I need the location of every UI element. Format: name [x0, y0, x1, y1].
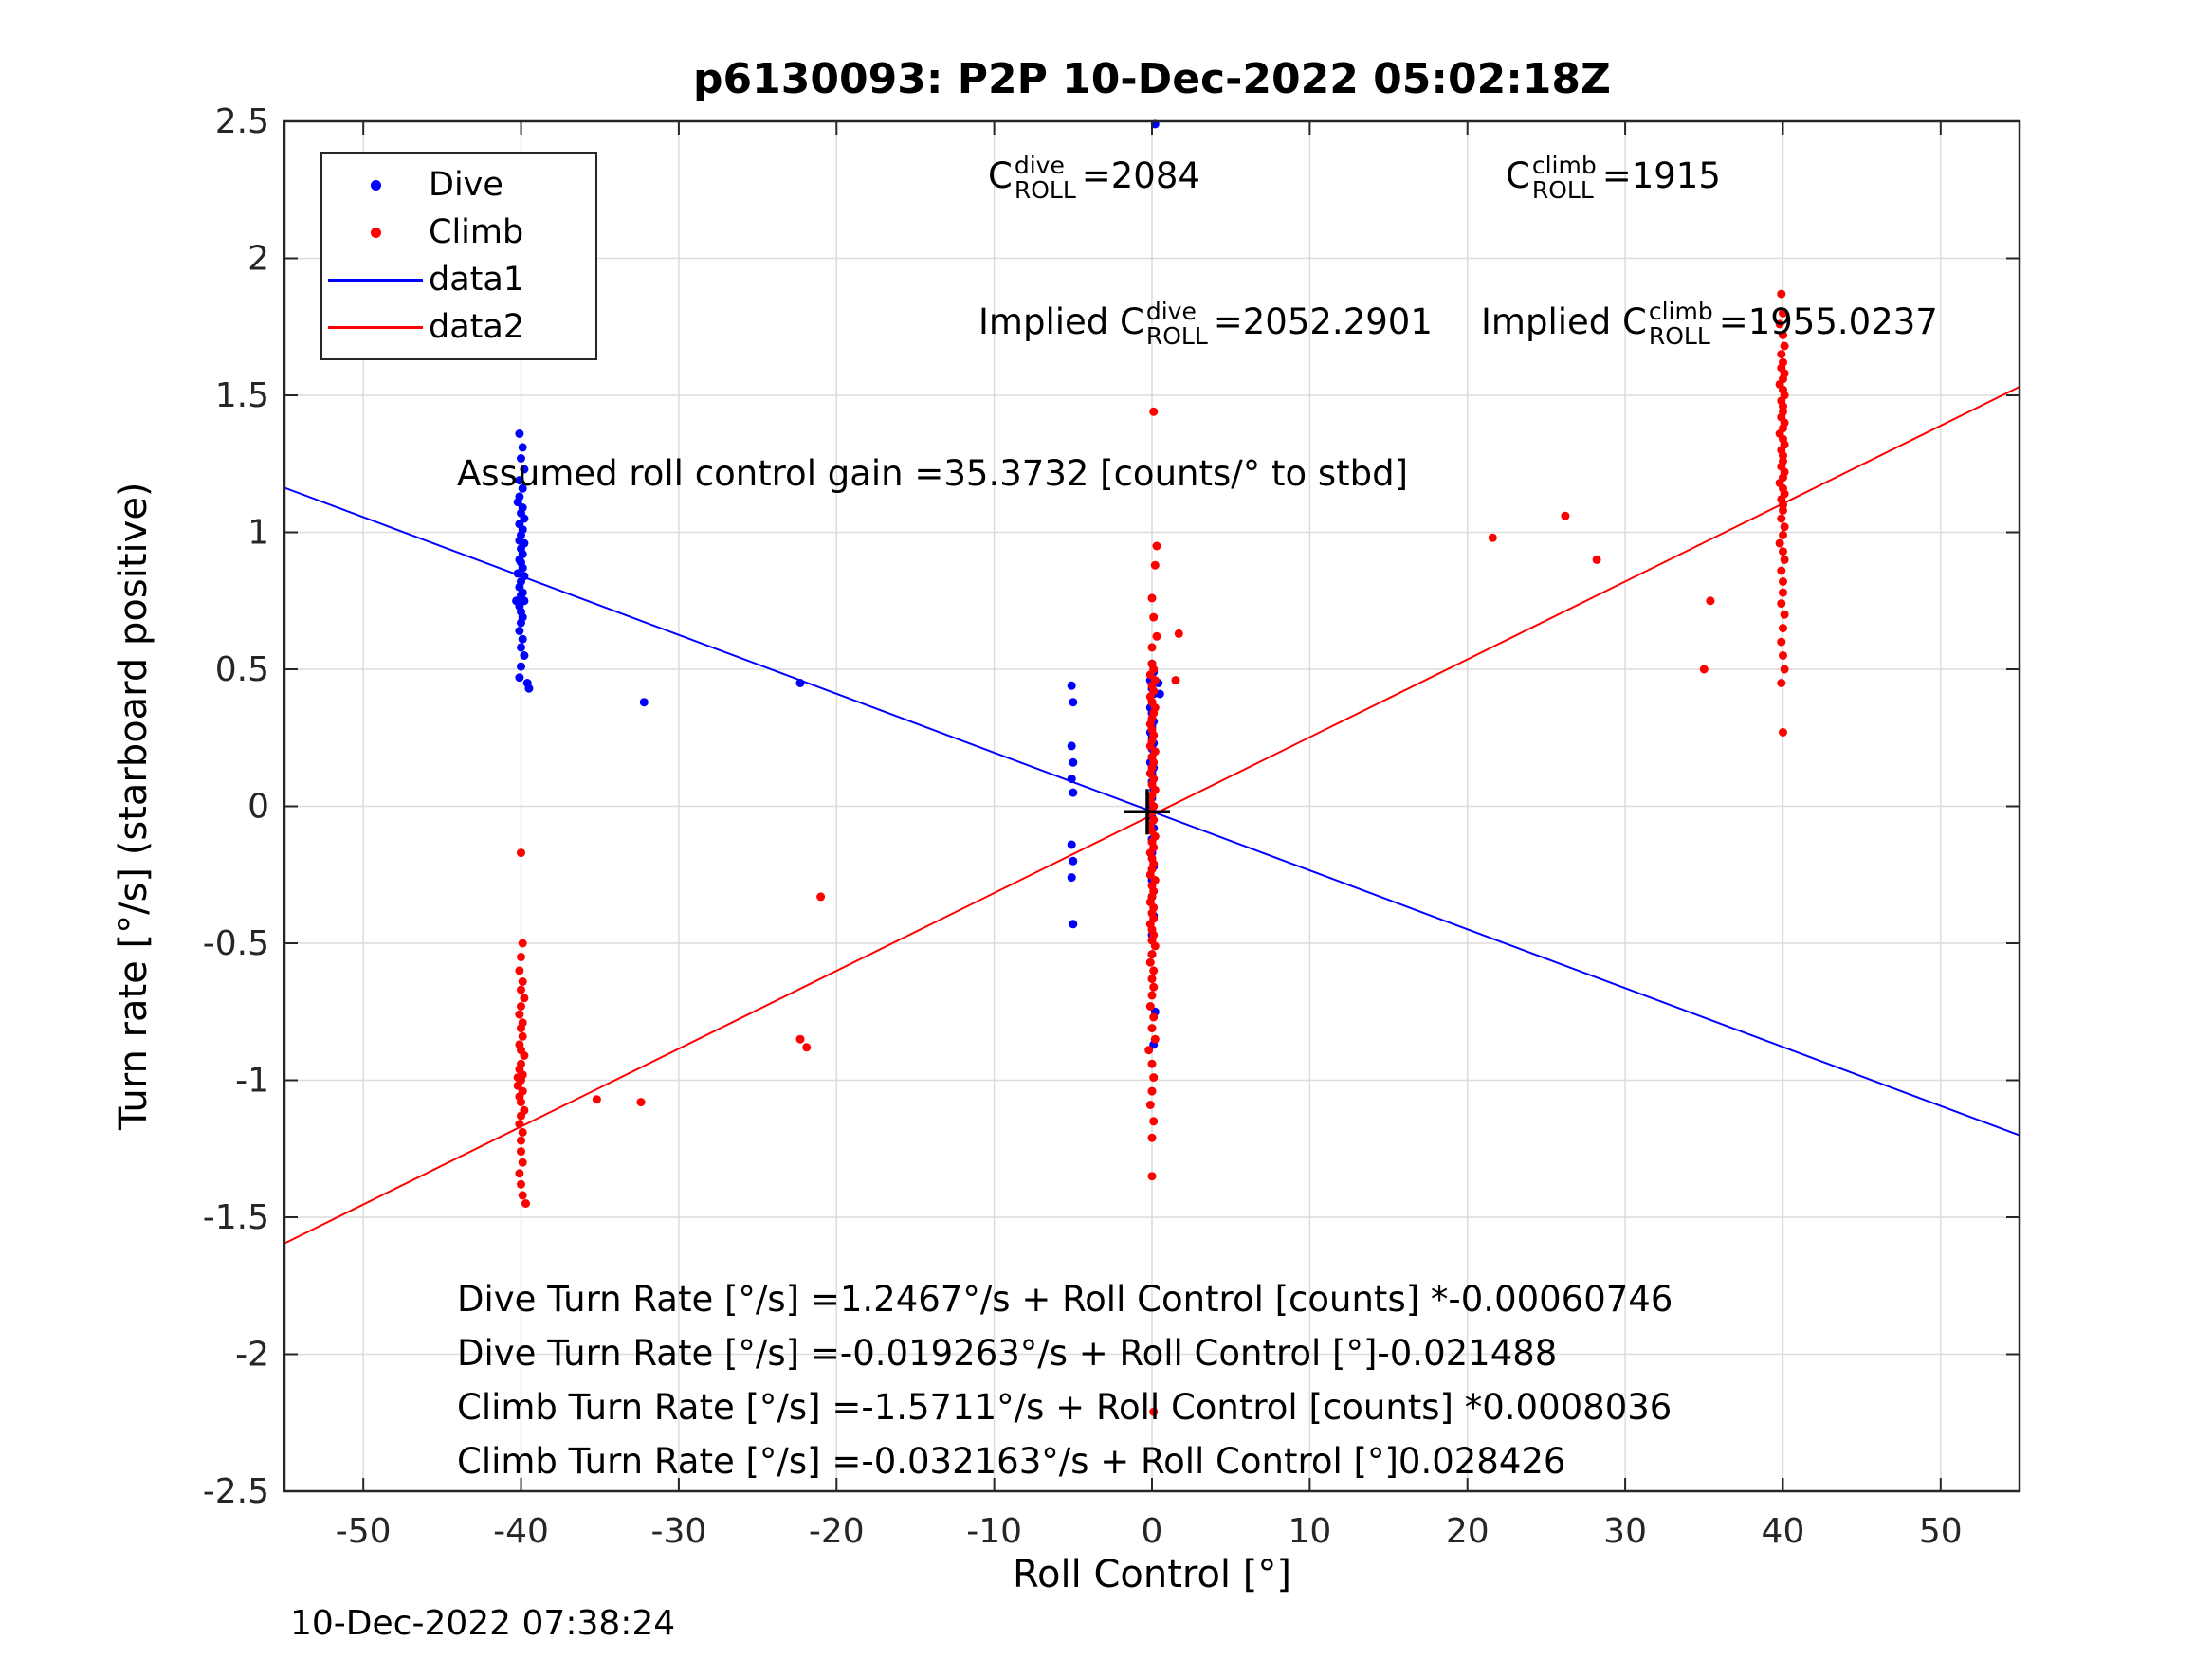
legend-entry-data1: data1: [322, 256, 595, 303]
legend: Dive Climb data1 data2: [320, 152, 597, 360]
c-climb-sup: climb: [1531, 152, 1597, 179]
dive-dot-icon: [370, 179, 381, 191]
implied-dive-value: =2052.2901: [1213, 301, 1433, 342]
c-climb-prefix: C: [1506, 155, 1530, 196]
implied-dive-sup: dive: [1145, 298, 1197, 325]
svg-text:10: 10: [1288, 1512, 1331, 1551]
svg-text:-20: -20: [809, 1512, 865, 1551]
c-dive-sub: ROLL: [1014, 175, 1076, 204]
fit-line-data2: [283, 386, 2020, 1245]
svg-text:2: 2: [247, 240, 269, 279]
implied-climb-sub: ROLL: [1648, 321, 1710, 350]
implied-climb-prefix: Implied C: [1481, 301, 1647, 342]
svg-text:2.5: 2.5: [215, 102, 269, 141]
svg-text:-1.5: -1.5: [203, 1198, 269, 1237]
implied-climb-value: =1955.0237: [1718, 301, 1938, 342]
svg-text:-10: -10: [966, 1512, 1022, 1551]
c-climb-sub: ROLL: [1531, 175, 1594, 204]
x-axis-label: Roll Control [°]: [1013, 1553, 1291, 1596]
data2-line-icon: [328, 325, 423, 329]
data1-line-icon: [328, 278, 423, 282]
svg-text:-0.5: -0.5: [203, 924, 269, 963]
x-tick-labels: -50 -40 -30 -20 -10 0 10 20 30 40 50: [336, 1512, 1963, 1551]
c-climb-value: =1915: [1601, 155, 1721, 196]
c-climb-supsub: climb ROLL: [1532, 154, 1597, 202]
scatter-dive: [512, 119, 1164, 1049]
c-dive-sup: dive: [1014, 152, 1065, 179]
svg-text:-40: -40: [493, 1512, 549, 1551]
implied-dive-prefix: Implied C: [978, 301, 1144, 342]
legend-label-dive: Dive: [429, 166, 503, 204]
equation-dive-degrees: Dive Turn Rate [°/s] =-0.019263°/s + Rol…: [457, 1333, 1558, 1374]
legend-label-data2: data2: [429, 308, 525, 346]
implied-dive-supsub: dive ROLL: [1146, 300, 1208, 348]
svg-text:1: 1: [247, 514, 269, 553]
data1-marker: [322, 278, 429, 282]
origin-plus-marker: [1124, 789, 1171, 835]
svg-text:0.5: 0.5: [215, 650, 269, 689]
equation-dive-counts: Dive Turn Rate [°/s] =1.2467°/s + Roll C…: [457, 1279, 1673, 1320]
svg-text:40: 40: [1762, 1512, 1805, 1551]
page-title: p6130093: P2P 10-Dec-2022 05:02:18Z: [693, 55, 1611, 103]
legend-label-climb: Climb: [429, 213, 524, 251]
scatter-climb: [513, 289, 1789, 1416]
svg-text:1.5: 1.5: [215, 376, 269, 415]
c-dive-prefix: C: [988, 155, 1013, 196]
annotation-gain: Assumed roll control gain =35.3732 [coun…: [457, 453, 1409, 494]
dive-marker: [322, 179, 429, 191]
climb-dot-icon: [370, 227, 381, 238]
y-tick-labels: -2.5 -2 -1.5 -1 -0.5 0 0.5 1 1.5 2 2.5: [203, 102, 269, 1511]
c-dive-supsub: dive ROLL: [1015, 154, 1076, 202]
climb-marker: [322, 227, 429, 238]
equation-climb-counts: Climb Turn Rate [°/s] =-1.5711°/s + Roll…: [457, 1387, 1673, 1428]
svg-text:-1: -1: [235, 1062, 269, 1101]
svg-text:20: 20: [1446, 1512, 1490, 1551]
legend-label-data1: data1: [429, 261, 525, 299]
y-axis-label: Turn rate [°/s] (starboard positive): [112, 482, 155, 1131]
equation-climb-degrees: Climb Turn Rate [°/s] =-0.032163°/s + Ro…: [457, 1441, 1566, 1482]
footer-timestamp: 10-Dec-2022 07:38:24: [290, 1604, 676, 1643]
legend-entry-data2: data2: [322, 303, 595, 351]
svg-text:-50: -50: [336, 1512, 392, 1551]
svg-text:0: 0: [247, 788, 269, 827]
fit-equations: Dive Turn Rate [°/s] =1.2467°/s + Roll C…: [457, 1272, 1673, 1488]
implied-dive-sub: ROLL: [1145, 321, 1208, 350]
tick-marks: [284, 120, 2020, 1492]
svg-text:30: 30: [1603, 1512, 1647, 1551]
legend-entry-climb: Climb: [322, 209, 595, 256]
svg-text:-2: -2: [235, 1336, 269, 1375]
implied-climb-sup: climb: [1648, 298, 1713, 325]
c-dive-value: =2084: [1081, 155, 1200, 196]
legend-entry-dive: Dive: [322, 161, 595, 209]
data2-marker: [322, 325, 429, 329]
svg-text:-2.5: -2.5: [203, 1472, 269, 1511]
implied-climb-supsub: climb ROLL: [1649, 300, 1713, 348]
svg-text:50: 50: [1919, 1512, 1963, 1551]
svg-text:0: 0: [1142, 1512, 1163, 1551]
svg-text:-30: -30: [651, 1512, 707, 1551]
